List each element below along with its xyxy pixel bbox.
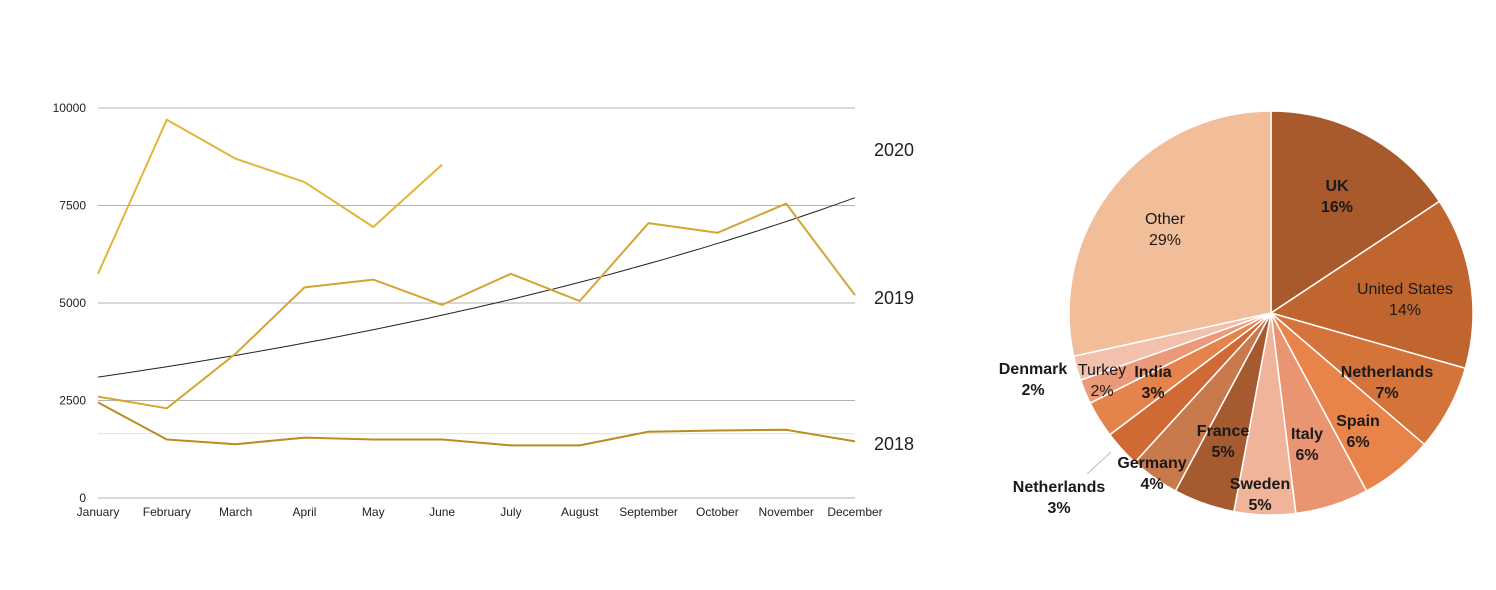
- y-tick-label: 0: [79, 491, 86, 505]
- pie-slice-name: Spain: [1336, 413, 1380, 430]
- pie-slice-percent: 14%: [1389, 302, 1421, 319]
- pie-slice-name: India: [1134, 364, 1171, 381]
- pie-slice-name: Denmark: [999, 361, 1068, 378]
- x-tick-label: August: [561, 505, 599, 519]
- x-tick-label: December: [827, 505, 882, 519]
- pie-slice-name: Italy: [1291, 426, 1323, 443]
- x-tick-label: April: [292, 505, 316, 519]
- pie-slice-percent: 4%: [1140, 476, 1163, 493]
- pie-slice-name: Netherlands: [1013, 479, 1106, 496]
- pie-slice-percent: 2%: [1021, 382, 1044, 399]
- y-tick-label: 5000: [59, 296, 86, 310]
- pie-slice-name: Sweden: [1230, 476, 1290, 493]
- x-tick-label: September: [619, 505, 678, 519]
- series-line-2019: [97, 202, 856, 410]
- pie-slice-name: Netherlands: [1341, 364, 1434, 381]
- series-label-2020: 2020: [874, 140, 914, 160]
- series-line-2018: [97, 401, 856, 447]
- pie-slice-name: UK: [1325, 178, 1349, 195]
- pie-slice-percent: 3%: [1047, 500, 1070, 517]
- x-tick-label: June: [429, 505, 455, 519]
- x-tick-label: July: [500, 505, 521, 519]
- series-label-2019: 2019: [874, 288, 914, 308]
- pie-slice-name: Germany: [1117, 455, 1186, 472]
- x-tick-label: November: [759, 505, 814, 519]
- pie-slice-percent: 5%: [1211, 444, 1234, 461]
- x-tick-label: January: [77, 505, 120, 519]
- pie-slice-percent: 2%: [1090, 383, 1113, 400]
- y-tick-label: 10000: [53, 101, 87, 115]
- pie-slice-name: France: [1197, 423, 1250, 440]
- x-tick-label: March: [219, 505, 252, 519]
- pie-slice-percent: 7%: [1375, 385, 1398, 402]
- pie-slice-name: Other: [1145, 211, 1186, 228]
- pie-slice-percent: 16%: [1321, 199, 1353, 216]
- pie-chart: UK 16% United States 14% Netherlands 7% Spain 6…: [999, 110, 1474, 517]
- series-line-2020: [97, 118, 443, 275]
- pie-slice-percent: 29%: [1149, 232, 1181, 249]
- leader-line: [1086, 451, 1112, 475]
- pie-slice-percent: 5%: [1248, 497, 1271, 514]
- pie-slice: [1269, 200, 1474, 370]
- y-tick-label: 2500: [59, 394, 86, 408]
- pie-slice-name: United States: [1357, 281, 1453, 298]
- pie-slice: [1270, 110, 1441, 315]
- pie-slice-name: Turkey: [1078, 362, 1126, 379]
- pie-slice-percent: 3%: [1141, 385, 1164, 402]
- x-tick-label: October: [696, 505, 739, 519]
- series-label-2018: 2018: [874, 434, 914, 454]
- trendline: [97, 197, 856, 378]
- x-tick-label: May: [362, 505, 385, 519]
- pie-slice-percent: 6%: [1346, 434, 1369, 451]
- pie-slice-percent: 6%: [1295, 447, 1318, 464]
- y-tick-label: 7500: [59, 199, 86, 213]
- line-chart: 0 2500 5000 7500 10000 January February March Ap…: [53, 101, 914, 519]
- x-tick-label: February: [143, 505, 191, 519]
- pie-slice: [1068, 110, 1272, 358]
